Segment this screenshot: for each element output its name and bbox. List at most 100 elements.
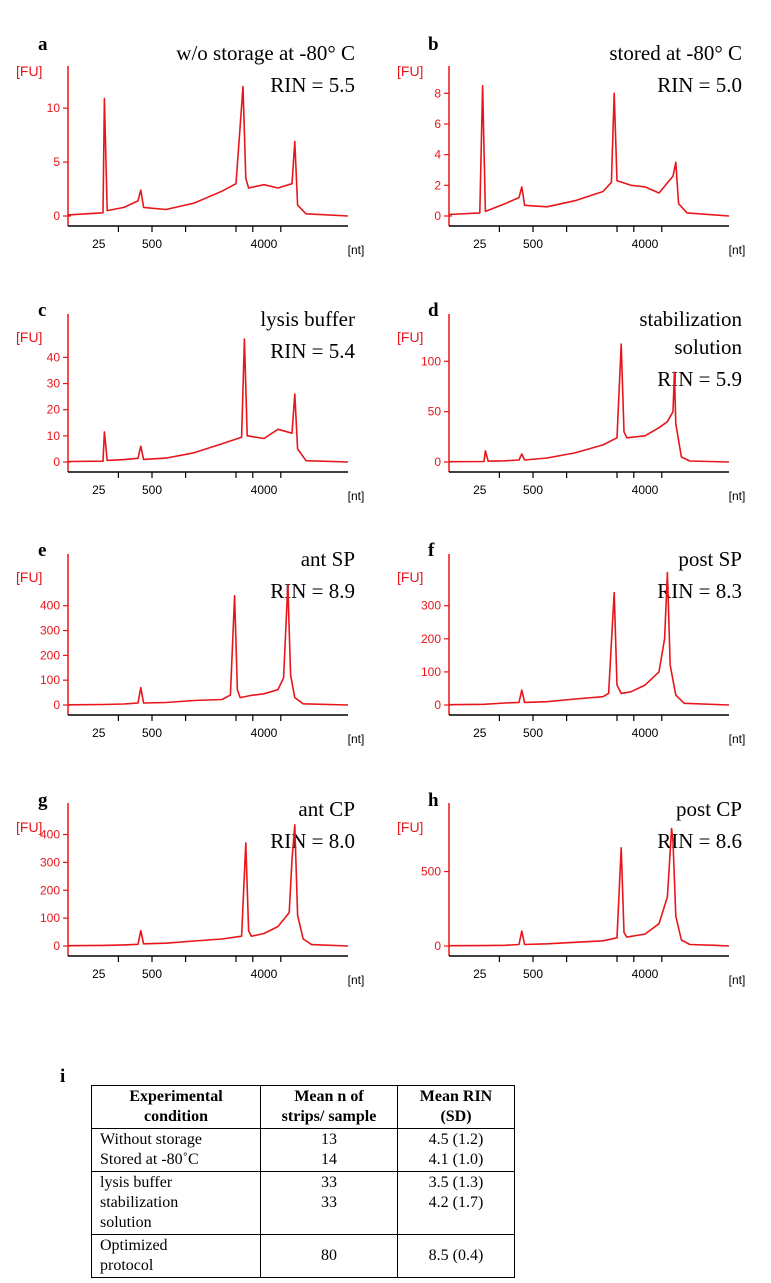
- x-axis-label: [nt]: [729, 489, 746, 503]
- panel-letter: a: [38, 34, 48, 55]
- rin-summary-table: Experimental condition Mean n of strips/…: [91, 1085, 515, 1278]
- y-tick-label: 0: [434, 698, 441, 712]
- cell-line: 33: [321, 1194, 337, 1211]
- x-tick-label: 500: [142, 237, 162, 251]
- panel-c: c [FU] lysis buffer RIN = 5.4 0 10 20 30 40 25 500…: [16, 300, 364, 503]
- x-axis-label: [nt]: [729, 732, 746, 746]
- y-tick-label: 6: [434, 117, 441, 131]
- x-tick-label: 500: [523, 237, 543, 251]
- x-tick-label: 25: [473, 967, 487, 981]
- rin-value: RIN = 8.0: [270, 829, 355, 853]
- panel-letter: d: [428, 300, 439, 321]
- electropherogram-trace: [448, 827, 730, 947]
- cell-line: 4.5 (1.2): [428, 1131, 484, 1148]
- y-tick-label: 300: [40, 855, 60, 869]
- rin-cell: 8.5 (0.4): [397, 1234, 515, 1278]
- x-axis-label: [nt]: [348, 973, 365, 987]
- x-tick-label: 25: [473, 483, 487, 497]
- panel-title: solution: [674, 335, 742, 359]
- rin-cell: 3.5 (1.3) 4.2 (1.7): [397, 1171, 515, 1235]
- condition-cell: lysis buffer stabilization solution: [91, 1171, 261, 1235]
- x-tick-label: 4000: [251, 237, 278, 251]
- header-mean-strips: Mean n of strips/ sample: [260, 1085, 398, 1129]
- panel-title: stored at -80° C: [609, 41, 742, 65]
- y-axis-label: [FU]: [16, 819, 42, 835]
- x-tick-label: 500: [142, 726, 162, 740]
- strips-cell: 13 14: [260, 1128, 398, 1172]
- y-tick-label: 2: [434, 178, 441, 192]
- x-axis-label: [nt]: [729, 243, 746, 257]
- panel-g: g [FU] ant CP RIN = 8.0 0 100 200 300 400 25 500 40…: [16, 790, 364, 987]
- header-mean-rin: Mean RIN (SD): [397, 1085, 515, 1129]
- strips-cell: 80: [260, 1234, 398, 1278]
- panel-title: post SP: [678, 547, 742, 571]
- rin-value: RIN = 5.5: [270, 73, 355, 97]
- y-tick-label: 200: [40, 648, 60, 662]
- y-tick-label: 200: [421, 632, 441, 646]
- x-tick-label: 500: [142, 967, 162, 981]
- panel-letter: b: [428, 34, 439, 55]
- y-tick-label: 400: [40, 599, 60, 613]
- x-tick-label: 25: [473, 237, 487, 251]
- x-tick-label: 500: [523, 726, 543, 740]
- header-line: Experimental: [129, 1088, 223, 1105]
- y-axis-label: [FU]: [397, 569, 423, 585]
- y-tick-label: 400: [40, 828, 60, 842]
- y-tick-label: 100: [421, 665, 441, 679]
- header-experimental-condition: Experimental condition: [91, 1085, 261, 1129]
- rin-cell: 4.5 (1.2) 4.1 (1.0): [397, 1128, 515, 1172]
- table-row: lysis buffer stabilization solution 33 3…: [91, 1171, 515, 1235]
- x-tick-label: 4000: [632, 237, 659, 251]
- x-axis-label: [nt]: [729, 973, 746, 987]
- x-tick-label: 4000: [251, 726, 278, 740]
- y-axis-label: [FU]: [16, 63, 42, 79]
- y-axis-label: [FU]: [16, 569, 42, 585]
- cell-line: lysis buffer: [100, 1174, 173, 1191]
- electropherogram-trace: [67, 85, 349, 217]
- x-tick-label: 4000: [632, 483, 659, 497]
- rin-value: RIN = 5.0: [657, 73, 742, 97]
- table-row: Optimized protocol 80 8.5 (0.4): [91, 1234, 515, 1278]
- cell-line: 3.5 (1.3): [428, 1174, 484, 1191]
- x-tick-label: 4000: [251, 483, 278, 497]
- y-tick-label: 0: [434, 455, 441, 469]
- y-tick-label: 20: [47, 403, 61, 417]
- y-tick-label: 40: [47, 350, 61, 364]
- rin-value: RIN = 8.9: [270, 579, 355, 603]
- y-tick-label: 0: [434, 209, 441, 223]
- y-axis-label: [FU]: [397, 63, 423, 79]
- x-tick-label: 4000: [632, 967, 659, 981]
- y-axis-label: [FU]: [397, 819, 423, 835]
- x-axis-label: [nt]: [348, 243, 365, 257]
- table-row: Without storage Stored at -80˚C 13 14 4.…: [91, 1128, 515, 1172]
- y-tick-label: 0: [53, 455, 60, 469]
- y-tick-label: 300: [421, 599, 441, 613]
- condition-cell: Optimized protocol: [91, 1234, 261, 1278]
- y-tick-label: 0: [53, 698, 60, 712]
- panel-title: lysis buffer: [260, 307, 355, 331]
- y-tick-label: 10: [47, 101, 61, 115]
- y-tick-label: 0: [53, 939, 60, 953]
- panel-title: stabilization: [639, 307, 742, 331]
- header-line: Mean RIN: [419, 1088, 493, 1105]
- cell-line: 14: [321, 1151, 337, 1168]
- x-tick-label: 25: [92, 483, 106, 497]
- y-tick-label: 0: [434, 939, 441, 953]
- x-tick-label: 500: [523, 483, 543, 497]
- electropherogram-trace: [448, 571, 730, 706]
- panel-letter: g: [38, 790, 48, 811]
- electropherogram-trace: [67, 824, 349, 947]
- header-line: Mean n of: [294, 1088, 364, 1105]
- header-line: strips/ sample: [281, 1108, 377, 1125]
- cell-line: protocol: [100, 1257, 154, 1274]
- panel-f: f [FU] post SP RIN = 8.3 0 100 200 300 25 500 4000…: [397, 540, 745, 746]
- y-tick-label: 50: [428, 405, 442, 419]
- panel-title: w/o storage at -80° C: [176, 41, 355, 65]
- y-tick-label: 100: [421, 354, 441, 368]
- cell-line: Stored at -80˚C: [100, 1151, 199, 1168]
- panel-letter-i: i: [60, 1066, 66, 1087]
- strips-cell: 33 33: [260, 1171, 398, 1235]
- header-line: (SD): [440, 1108, 472, 1125]
- panel-title: post CP: [676, 797, 742, 821]
